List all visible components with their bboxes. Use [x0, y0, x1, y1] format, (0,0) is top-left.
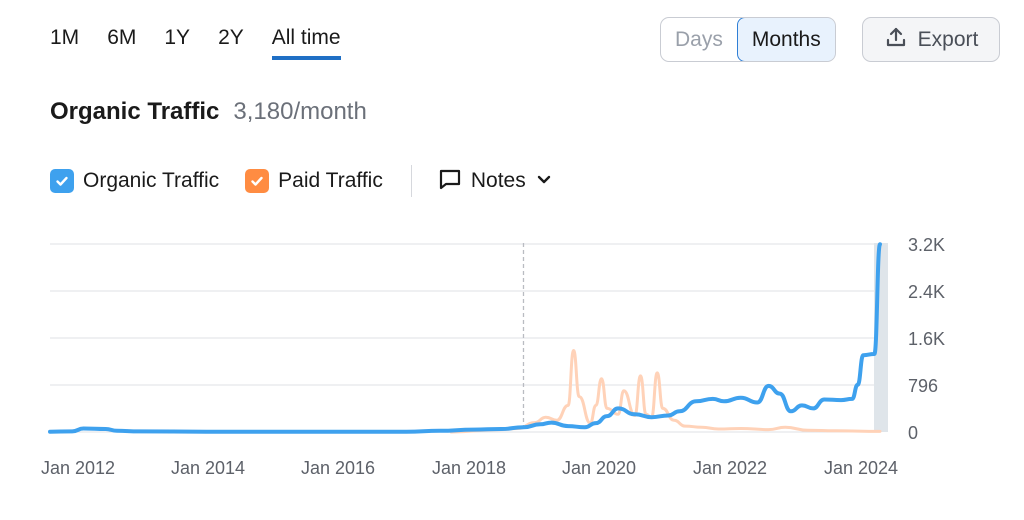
- notes-label: Notes: [470, 169, 526, 192]
- y-tick-label: 2.4K: [908, 282, 945, 302]
- legend-divider: [410, 165, 412, 197]
- x-tick-label: Jan 2016: [301, 458, 375, 478]
- check-icon: [56, 176, 68, 186]
- legend-paid-traffic[interactable]: Paid Traffic: [245, 169, 383, 193]
- x-tick-label: Jan 2012: [41, 458, 115, 478]
- paid-traffic-line: [449, 349, 882, 434]
- x-tick-label: Jan 2022: [693, 458, 767, 478]
- organic-label: Organic Traffic: [83, 169, 220, 192]
- export-label: Export: [917, 27, 979, 51]
- organic-traffic-line: [48, 242, 882, 434]
- range-all-time[interactable]: All time: [271, 26, 341, 60]
- paid-label: Paid Traffic: [278, 169, 383, 192]
- range-6m[interactable]: 6M: [107, 26, 137, 49]
- range-2y[interactable]: 2Y: [218, 26, 244, 49]
- export-button[interactable]: Export: [862, 17, 1000, 62]
- x-tick-label: Jan 2014: [171, 458, 245, 478]
- page-title: Organic Traffic: [50, 98, 220, 125]
- range-1m[interactable]: 1M: [50, 26, 80, 49]
- legend-organic-traffic[interactable]: Organic Traffic: [50, 169, 219, 193]
- traffic-value: 3,180/month: [233, 98, 367, 125]
- granularity-toggle: Days Months: [660, 17, 836, 62]
- y-tick-label: 0: [908, 423, 918, 443]
- y-tick-label: 3.2K: [908, 235, 945, 255]
- x-tick-label: Jan 2020: [562, 458, 636, 478]
- days-toggle-button[interactable]: Days: [675, 28, 723, 51]
- range-1y[interactable]: 1Y: [164, 26, 191, 49]
- upload-icon: [884, 25, 908, 54]
- y-tick-label: 1.6K: [908, 329, 945, 349]
- x-tick-label: Jan 2024: [824, 458, 898, 478]
- chart-legend: Organic Traffic Paid Traffic Notes: [50, 165, 553, 197]
- time-range-tabs: 1M 6M 1Y 2Y All time: [50, 26, 369, 60]
- traffic-chart: 0 796 1.6K 2.4K 3.2K Jan 2012 Jan 2014 Jan 201…: [41, 235, 945, 478]
- check-icon: [251, 176, 263, 186]
- paid-checkbox[interactable]: [245, 169, 270, 193]
- chevron-down-icon: [535, 170, 553, 193]
- comment-icon: [438, 167, 462, 196]
- months-toggle-button[interactable]: Months: [736, 18, 835, 61]
- organic-checkbox[interactable]: [50, 169, 74, 193]
- notes-dropdown[interactable]: Notes: [438, 167, 553, 196]
- x-tick-label: Jan 2018: [432, 458, 506, 478]
- y-tick-label: 796: [908, 376, 938, 396]
- chart-header: Organic Traffic 3,180/month: [50, 98, 367, 126]
